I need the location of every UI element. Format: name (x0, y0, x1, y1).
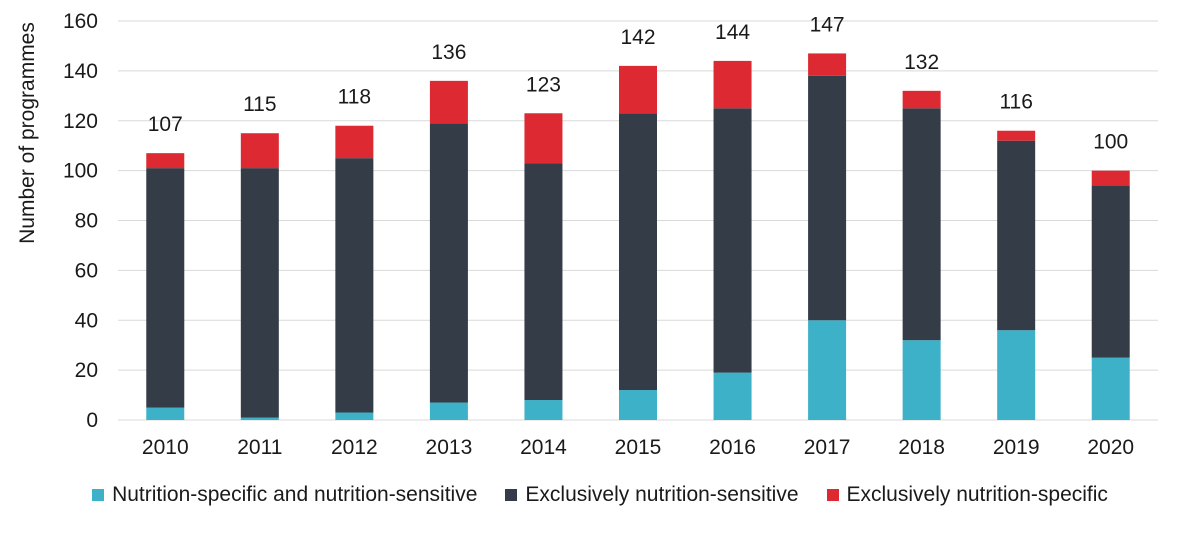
bar-segment (335, 125, 374, 159)
bar-segment (902, 108, 941, 341)
total-data-label: 123 (526, 73, 561, 96)
x-tick-label: 2016 (709, 436, 756, 459)
bar-segment (619, 65, 657, 114)
total-data-label: 100 (1093, 131, 1128, 154)
legend: Nutrition-specific and nutrition-sensiti… (0, 483, 1200, 507)
y-tick-label: 120 (63, 110, 98, 133)
x-tick-label: 2014 (520, 436, 567, 459)
bar-segment (429, 123, 468, 403)
x-tick-label: 2015 (615, 436, 662, 459)
bar-segment (429, 402, 468, 420)
bar-segment (902, 340, 941, 420)
legend-item: Exclusively nutrition-specific (826, 483, 1108, 507)
bar-segment (997, 140, 1036, 331)
x-tick-label: 2019 (993, 436, 1040, 459)
bar-segment (713, 60, 752, 109)
bar-segment (1091, 170, 1130, 186)
x-tick-label: 2018 (898, 436, 945, 459)
legend-swatch (505, 489, 518, 501)
bar-segment (146, 407, 185, 420)
bar-segment (146, 168, 185, 408)
bar-segment (335, 158, 374, 413)
bar-segment (335, 412, 374, 420)
y-axis-title: Number of programmes (16, 22, 39, 244)
x-tick-label: 2011 (237, 436, 282, 459)
bar-segment (524, 113, 563, 164)
total-data-label: 142 (620, 26, 655, 49)
bar-segment (240, 133, 279, 169)
x-tick-label: 2010 (142, 436, 189, 459)
total-data-label: 147 (810, 13, 845, 36)
bar-segment (240, 168, 279, 418)
bar-segment (429, 80, 468, 124)
bar-segment (619, 113, 657, 391)
y-tick-label: 80 (75, 210, 98, 233)
legend-label: Exclusively nutrition-specific (846, 483, 1108, 506)
y-tick-label: 100 (63, 160, 98, 183)
bar-segment (1091, 185, 1130, 358)
total-data-label: 144 (715, 21, 750, 44)
bar-segment (1091, 357, 1130, 420)
y-tick-label: 0 (86, 409, 98, 432)
y-tick-label: 140 (63, 60, 98, 83)
total-data-label: 132 (904, 51, 939, 74)
bar-segment (240, 417, 279, 420)
bar-segment (902, 90, 941, 109)
bar-segment (997, 130, 1036, 141)
legend-swatch (92, 489, 105, 501)
bar-segment (808, 75, 847, 321)
y-tick-label: 20 (75, 359, 98, 382)
bar-segment (997, 330, 1036, 420)
y-tick-label: 60 (75, 259, 98, 282)
bar-segment (524, 163, 563, 401)
y-tick-label: 40 (75, 309, 98, 332)
bar-segment (808, 320, 847, 420)
bar-segment (619, 390, 657, 420)
total-data-label: 107 (148, 113, 183, 136)
legend-label: Nutrition-specific and nutrition-sensiti… (112, 483, 478, 506)
legend-item: Nutrition-specific and nutrition-sensiti… (92, 483, 477, 507)
x-tick-label: 2017 (804, 436, 851, 459)
legend-swatch (826, 489, 839, 501)
stacked-bar-chart: 0 20 40 60 80 100 120 140 160 2010 107 2011 115 2012 1… (16, 10, 1158, 459)
bar-segment (713, 108, 752, 373)
total-data-label: 118 (338, 86, 371, 109)
legend-label: Exclusively nutrition-sensitive (525, 483, 799, 506)
x-tick-label: 2012 (331, 436, 378, 459)
total-data-label: 116 (999, 91, 1032, 114)
x-tick-label: 2020 (1087, 436, 1134, 459)
total-data-label: 115 (243, 93, 276, 116)
labels: 0 20 40 60 80 100 120 140 160 2010 107 2011 115 2012 1… (63, 10, 1134, 459)
bar-segment (524, 400, 563, 420)
x-tick-label: 2013 (426, 436, 473, 459)
legend-item: Exclusively nutrition-sensitive (505, 483, 799, 507)
y-tick-label: 160 (63, 10, 98, 33)
bar-segment (146, 153, 185, 169)
bar-segment (713, 372, 752, 420)
total-data-label: 136 (431, 41, 466, 64)
bars (146, 53, 1130, 420)
bar-segment (808, 53, 847, 76)
